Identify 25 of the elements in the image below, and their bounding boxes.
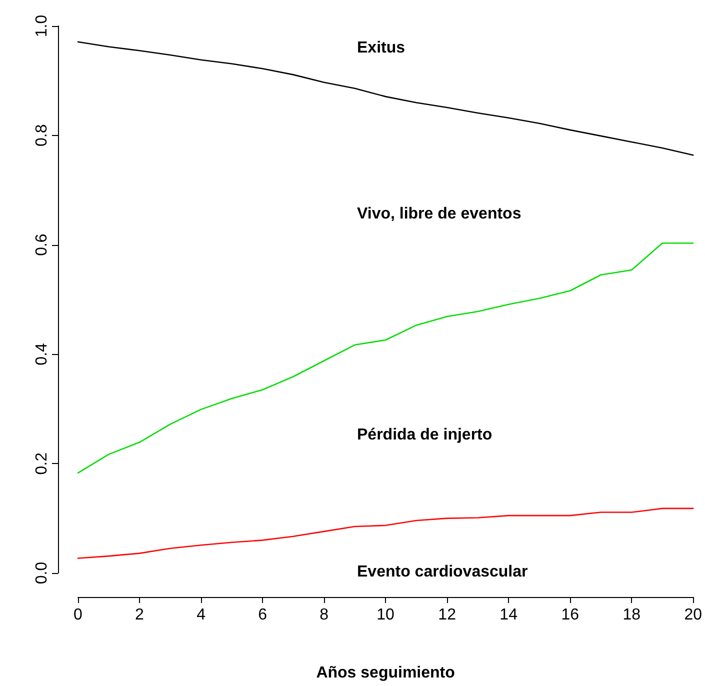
annotation: Vivo, libre de eventos [357,206,522,222]
x-tick-label: 8 [320,606,329,624]
line-series [77,41,694,156]
x-tick-label: 14 [500,606,518,624]
x-tick-label: 20 [684,606,702,624]
y-tick-label: 0.2 [34,452,50,475]
line-series [77,508,694,559]
annotation: Evento cardiovascular [357,564,528,580]
annotation: Exitus [357,40,406,56]
x-axis-title: Años seguimiento [316,664,456,682]
x-tick-label: 4 [196,606,206,624]
annotation: Pérdida de injerto [357,426,492,444]
x-tick-label: 12 [438,606,456,624]
x-tick-label: 2 [135,606,144,624]
y-tick-label: 0.4 [34,342,50,366]
y-tick-label: 1.0 [34,14,50,38]
x-tick-label: 0 [74,606,83,624]
x-tick-label: 10 [376,606,395,624]
x-tick-label: 6 [258,606,268,624]
x-tick-label: 16 [561,606,580,624]
x-tick-label: 18 [622,606,641,624]
y-tick-label: 0.8 [34,124,50,147]
y-tick-label: 0.0 [34,562,50,584]
line-series [77,242,694,474]
y-tick-label: 0.6 [34,234,50,256]
